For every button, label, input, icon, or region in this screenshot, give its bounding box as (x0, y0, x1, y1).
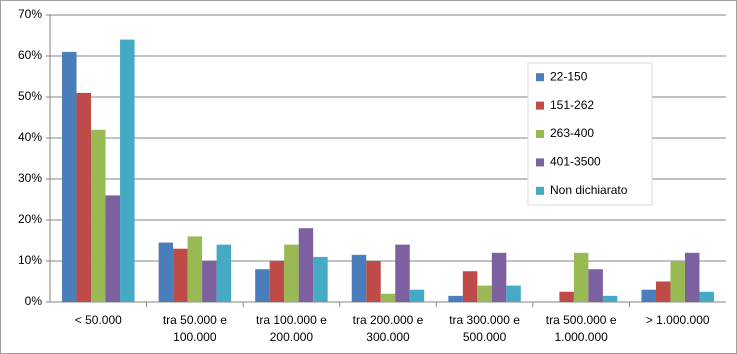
bar (120, 39, 135, 302)
x-tick-label: tra 50.000 e 100.000 (162, 313, 227, 344)
bar (351, 254, 367, 302)
bar (602, 295, 618, 302)
bar (187, 236, 203, 302)
bar (173, 248, 188, 302)
y-tick-label: 10% (18, 253, 42, 267)
bar (76, 92, 92, 303)
bar (699, 291, 714, 302)
legend-label: 401-3500 (550, 155, 601, 169)
bar (506, 285, 521, 302)
bar (255, 269, 270, 302)
bar (684, 252, 700, 302)
bar (91, 129, 106, 302)
bar (202, 261, 217, 302)
bar (448, 295, 463, 302)
bar (641, 289, 656, 302)
bar (269, 261, 285, 302)
legend-swatch (536, 73, 544, 82)
bar (313, 256, 328, 302)
x-tick-label: tra 100.000 e 200.000 (256, 313, 327, 344)
bar (284, 244, 299, 302)
bar (491, 252, 507, 302)
bar (588, 269, 603, 302)
bar (298, 228, 314, 302)
bar (477, 285, 492, 302)
legend-label: 263-400 (550, 126, 594, 140)
y-tick-label: 20% (18, 212, 42, 226)
bar (573, 252, 589, 302)
x-tick-label: tra 200.000 e 300.000 (352, 313, 424, 344)
x-tick-label: tra 300.000 e 500.000 (449, 313, 520, 344)
legend-label: Non dichiarato (550, 183, 628, 197)
bar (395, 244, 410, 302)
bar (655, 281, 671, 302)
legend-swatch (536, 186, 544, 195)
x-tick-label: > 1.000.000 (645, 313, 710, 327)
bar (559, 291, 574, 302)
bar (62, 51, 77, 303)
y-tick-label: 30% (18, 171, 42, 185)
bar (105, 195, 121, 302)
y-tick-label: 0% (25, 294, 43, 308)
legend-label: 151-262 (550, 98, 594, 112)
legend-swatch (536, 101, 544, 110)
legend-swatch (536, 130, 544, 138)
bar (158, 242, 174, 302)
y-tick-label: 50% (18, 89, 42, 103)
bar (462, 271, 478, 302)
bar (216, 244, 232, 302)
legend-swatch (536, 158, 544, 167)
y-tick-label: 40% (18, 130, 42, 144)
bar (380, 293, 396, 302)
y-tick-label: 70% (18, 7, 42, 21)
legend-label: 22-150 (550, 69, 588, 83)
legend-box (527, 62, 653, 206)
bar (670, 261, 685, 302)
x-tick-label: < 50.000 (74, 313, 122, 327)
bar (366, 261, 381, 302)
bar (409, 289, 425, 302)
x-tick-label: tra 500.000 e 1.000.000 (545, 313, 617, 344)
y-tick-label: 60% (18, 48, 42, 62)
